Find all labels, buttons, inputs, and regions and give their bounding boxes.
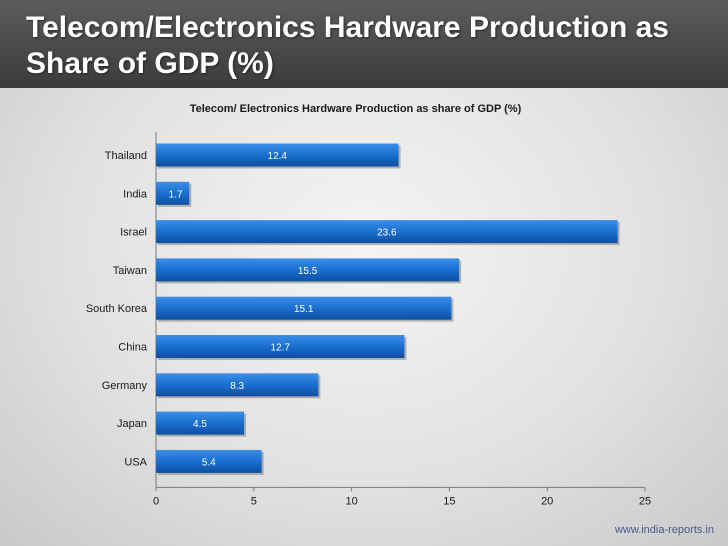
bar-china xyxy=(156,335,405,358)
source-credit: www.india-reports.in xyxy=(614,524,714,536)
data-label-china: 12.7 xyxy=(270,343,290,354)
slide-title: Telecom/Electronics Hardware Production … xyxy=(26,11,669,80)
bar-thailand xyxy=(156,143,399,167)
data-label-germany: 8.3 xyxy=(230,381,244,392)
x-tick-label-15: 15 xyxy=(443,495,455,507)
category-label-usa: USA xyxy=(124,456,147,468)
category-label-taiwan: Taiwan xyxy=(113,265,147,277)
data-label-thailand: 12.4 xyxy=(268,151,288,162)
category-label-germany: Germany xyxy=(102,380,148,392)
bar-south-korea xyxy=(156,296,452,320)
data-label-japan: 4.5 xyxy=(193,419,207,430)
category-label-china: China xyxy=(118,342,148,354)
bar-japan xyxy=(156,411,245,435)
x-tick-label-10: 10 xyxy=(345,495,357,507)
x-tick-label-5: 5 xyxy=(251,495,257,507)
bar-usa xyxy=(156,449,262,473)
data-label-taiwan: 15.5 xyxy=(298,266,318,277)
data-label-south-korea: 15.1 xyxy=(294,304,314,315)
bar-india xyxy=(156,181,190,205)
bar-taiwan xyxy=(156,258,460,282)
category-label-india: India xyxy=(123,188,148,200)
data-label-israel: 23.6 xyxy=(377,228,397,239)
bar-germany xyxy=(156,373,319,397)
data-label-usa: 5.4 xyxy=(202,457,216,468)
x-tick-label-20: 20 xyxy=(541,495,553,507)
title-bar xyxy=(0,0,728,88)
category-label-israel: Israel xyxy=(120,227,147,239)
data-label-india: 1.7 xyxy=(169,189,183,200)
chart-title: Telecom/ Electronics Hardware Production… xyxy=(190,103,522,115)
bar-israel xyxy=(156,220,618,244)
category-label-thailand: Thailand xyxy=(105,150,147,162)
x-tick-label-0: 0 xyxy=(153,495,159,507)
category-label-japan: Japan xyxy=(117,418,147,430)
category-label-south-korea: South Korea xyxy=(86,303,148,315)
x-tick-label-25: 25 xyxy=(639,495,651,507)
